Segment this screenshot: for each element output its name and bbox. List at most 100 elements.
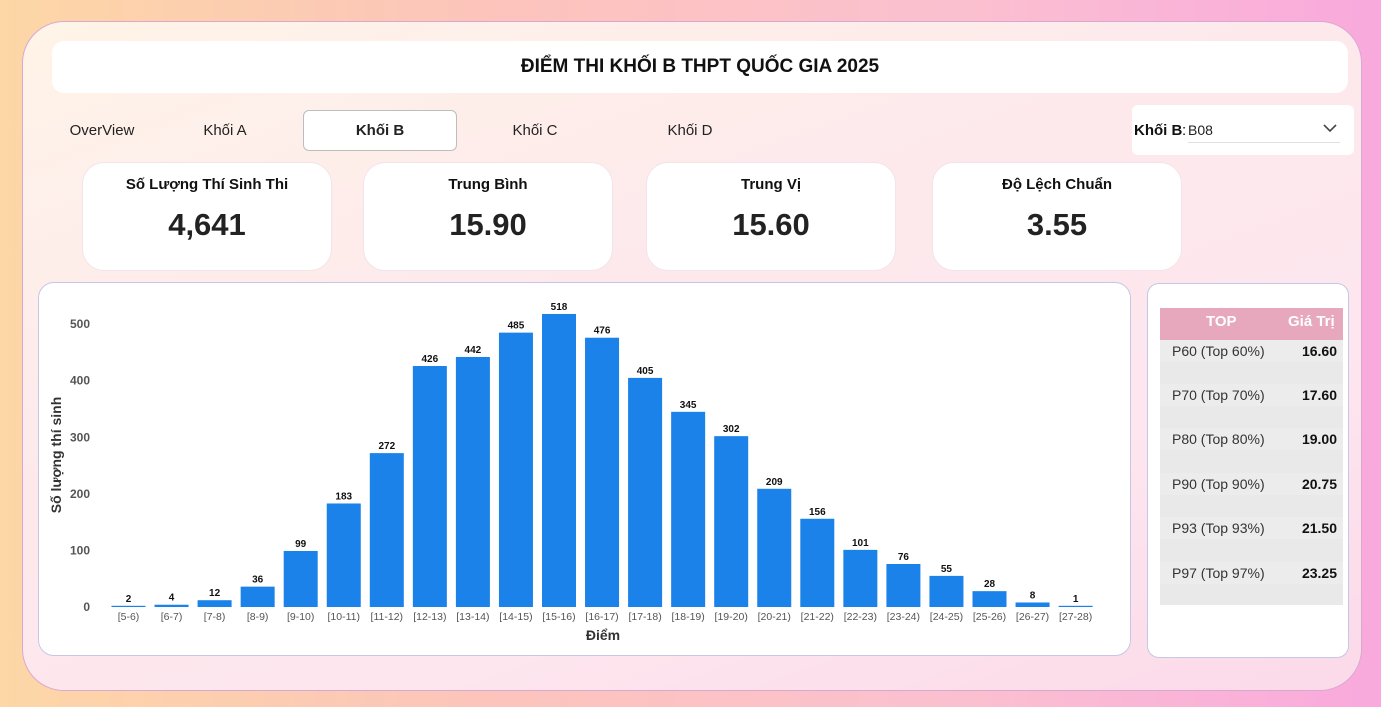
table-row: P70 (Top 70%) 17.60 bbox=[1160, 384, 1343, 406]
tab-label: Khối A bbox=[203, 122, 247, 139]
bar-data-label: 183 bbox=[335, 491, 352, 502]
bar bbox=[455, 356, 490, 607]
bar-data-label: 272 bbox=[378, 441, 395, 452]
kpi-label: Trung Bình bbox=[448, 176, 528, 193]
row-value: 17.60 bbox=[1301, 387, 1337, 403]
x-tick-label: [20-21) bbox=[758, 611, 791, 623]
tab-label: Khối D bbox=[667, 122, 713, 139]
bar-data-label: 76 bbox=[898, 552, 910, 563]
kpi-card-count: Số Lượng Thí Sinh Thi 4,641 bbox=[82, 162, 332, 271]
tab-khoi-a[interactable]: Khối A bbox=[148, 110, 302, 151]
x-tick-label: [25-26) bbox=[973, 611, 1006, 623]
x-tick-label: [27-28) bbox=[1059, 611, 1092, 623]
x-tick-label: [23-24) bbox=[887, 611, 920, 623]
table-row: P97 (Top 97%) 23.25 bbox=[1160, 562, 1343, 584]
kpi-value: 4,641 bbox=[168, 207, 246, 242]
x-tick-label: [5-6) bbox=[118, 611, 140, 623]
x-axis-title: Điểm bbox=[586, 627, 620, 643]
tab-khoi-d[interactable]: Khối D bbox=[613, 110, 767, 151]
bar bbox=[757, 488, 792, 607]
bar-data-label: 518 bbox=[551, 302, 568, 313]
x-tick-label: [26-27) bbox=[1016, 611, 1049, 623]
kpi-value: 3.55 bbox=[1026, 207, 1088, 242]
bar-data-label: 302 bbox=[723, 424, 740, 435]
kpi-label: Độ Lệch Chuẩn bbox=[1001, 176, 1112, 193]
x-tick-label: [16-17) bbox=[585, 611, 618, 623]
x-tick-label: [9-10) bbox=[287, 611, 314, 623]
x-tick-label: [11-12) bbox=[371, 611, 404, 623]
row-name: P80 (Top 80%) bbox=[1172, 431, 1265, 447]
kpi-value: 15.60 bbox=[732, 207, 810, 242]
row-value: 19.00 bbox=[1301, 431, 1337, 447]
bar-data-label: 1 bbox=[1073, 594, 1079, 605]
bar-data-label: 426 bbox=[422, 354, 439, 365]
row-value: 21.50 bbox=[1301, 520, 1337, 536]
bar bbox=[671, 411, 706, 607]
bar-data-label: 442 bbox=[465, 345, 482, 356]
bar bbox=[929, 575, 964, 607]
bar-data-label: 12 bbox=[209, 588, 221, 599]
kpi-card-stddev: Độ Lệch Chuẩn 3.55 bbox=[932, 162, 1182, 271]
table-body: P60 (Top 60%) 16.60 P70 (Top 70%) 17.60 … bbox=[1160, 340, 1343, 605]
bar bbox=[498, 332, 533, 607]
x-tick-label: [8-9) bbox=[247, 611, 269, 623]
bar-data-label: 476 bbox=[594, 326, 611, 337]
y-tick-label: 200 bbox=[70, 487, 90, 501]
bar bbox=[542, 313, 576, 607]
tab-khoi-b[interactable]: Khối B bbox=[303, 110, 457, 151]
bar bbox=[585, 337, 620, 607]
bar bbox=[412, 366, 447, 607]
row-value: 16.60 bbox=[1301, 343, 1337, 359]
x-tick-label: [14-15) bbox=[499, 611, 532, 623]
bar-data-label: 405 bbox=[637, 366, 654, 377]
header-value: Giá Trị bbox=[1288, 313, 1335, 330]
subject-group-dropdown[interactable]: B08 bbox=[1188, 118, 1340, 143]
bar-data-label: 485 bbox=[508, 321, 525, 332]
chevron-down-icon bbox=[1323, 124, 1337, 133]
table-header: TOP Giá Trị bbox=[1160, 308, 1343, 340]
y-tick-label: 100 bbox=[70, 543, 90, 557]
y-tick-label: 500 bbox=[70, 317, 90, 331]
bar-data-label: 2 bbox=[126, 594, 132, 605]
row-value: 20.75 bbox=[1301, 476, 1337, 492]
table-row: P93 (Top 93%) 21.50 bbox=[1160, 517, 1343, 539]
tab-khoi-c[interactable]: Khối C bbox=[458, 110, 612, 151]
filter-separator: : bbox=[1182, 122, 1187, 139]
page-title-text: ĐIỂM THI KHỐI B THPT QUỐC GIA 2025 bbox=[520, 56, 880, 77]
bar bbox=[843, 549, 878, 607]
bar-data-label: 55 bbox=[941, 564, 953, 575]
tab-overview[interactable]: OverView bbox=[25, 110, 179, 151]
subject-group-filter: Khối B : B08 bbox=[1132, 105, 1354, 155]
bar-chart-svg: 0 100 200 300 400 500 2 [5-6) 4 [6-7) 12 [7-8) 36 [8… bbox=[48, 302, 1093, 643]
score-distribution-chart: 0 100 200 300 400 500 2 [5-6) 4 [6-7) 12 [7-8) 36 [8… bbox=[38, 282, 1131, 656]
x-tick-label: [6-7) bbox=[161, 611, 183, 623]
bar-data-label: 28 bbox=[984, 579, 996, 590]
bar-data-label: 99 bbox=[295, 539, 307, 550]
bar bbox=[111, 605, 146, 607]
bar bbox=[283, 550, 318, 607]
x-tick-label: [10-11) bbox=[328, 611, 361, 623]
row-name: P90 (Top 90%) bbox=[1172, 476, 1265, 492]
bar-data-label: 36 bbox=[252, 575, 264, 586]
header-top: TOP bbox=[1206, 313, 1237, 330]
tab-label: Khối C bbox=[512, 122, 558, 139]
bar bbox=[1015, 602, 1050, 607]
bar bbox=[972, 591, 1007, 607]
bar bbox=[197, 600, 232, 607]
kpi-value: 15.90 bbox=[449, 207, 527, 242]
bar bbox=[800, 518, 835, 607]
percentile-table: TOP Giá Trị P60 (Top 60%) 16.60 P70 (Top… bbox=[1147, 283, 1349, 658]
kpi-label: Trung Vị bbox=[741, 176, 801, 193]
row-name: P60 (Top 60%) bbox=[1172, 343, 1265, 359]
x-tick-label: [22-23) bbox=[844, 611, 877, 623]
x-tick-label: [24-25) bbox=[930, 611, 963, 623]
x-tick-label: [19-20) bbox=[715, 611, 748, 623]
row-name: P93 (Top 93%) bbox=[1172, 520, 1265, 536]
x-tick-label: [17-18) bbox=[628, 611, 661, 623]
x-tick-label: [7-8) bbox=[204, 611, 226, 623]
bar bbox=[886, 564, 921, 607]
x-tick-label: [21-22) bbox=[801, 611, 834, 623]
row-name: P97 (Top 97%) bbox=[1172, 565, 1265, 581]
x-tick-label: [13-14) bbox=[456, 611, 489, 623]
bar bbox=[326, 503, 361, 607]
